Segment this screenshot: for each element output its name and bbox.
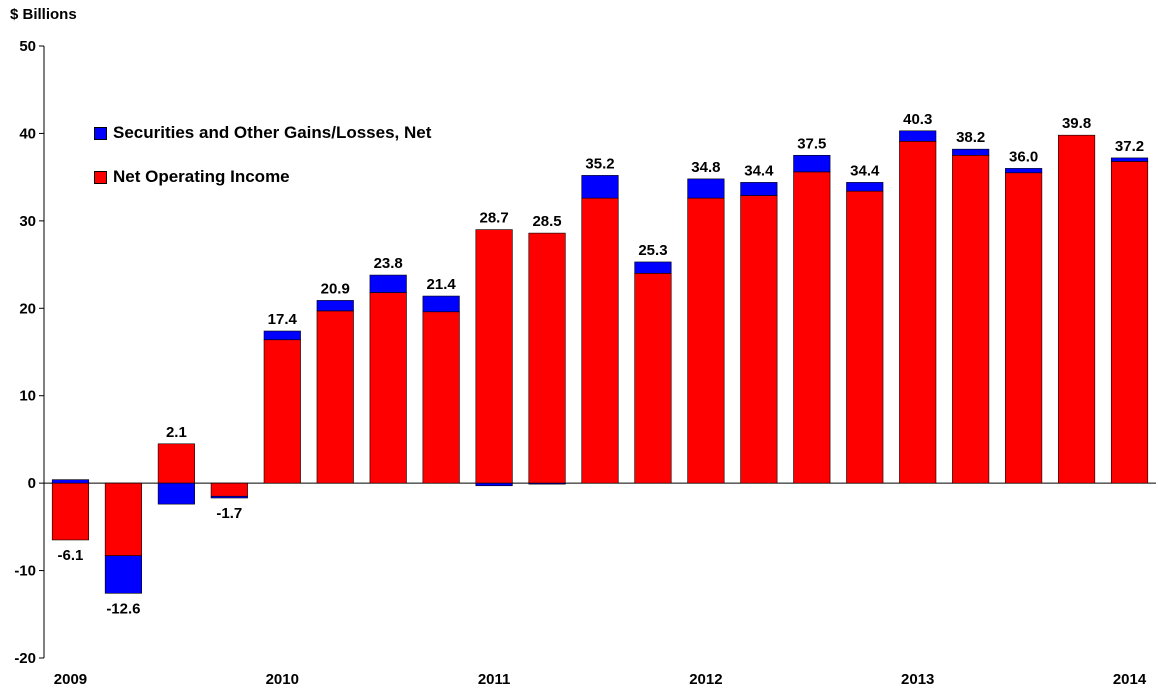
bar-net-operating-income (793, 171, 831, 484)
bar-net-operating-income (899, 140, 937, 484)
bar-securities-gains-losses (634, 261, 672, 274)
bar-securities-gains-losses (157, 482, 195, 505)
bar-securities-gains-losses (51, 479, 90, 484)
data-label-total: 39.8 (1062, 115, 1091, 132)
data-label-total: 25.3 (638, 242, 667, 259)
data-label-total: -6.1 (58, 547, 84, 564)
data-label-total: -1.7 (216, 505, 242, 522)
legend-item-securities: Securities and Other Gains/Losses, Net (94, 123, 431, 143)
data-label-total: 35.2 (585, 155, 614, 172)
data-label-total: 34.4 (744, 162, 774, 179)
bar-net-operating-income (210, 482, 248, 497)
data-label-total: 34.8 (691, 159, 720, 176)
y-tick-label: 10 (19, 388, 36, 405)
data-label-total: 28.5 (532, 213, 561, 230)
bar-securities-gains-losses (1005, 168, 1043, 174)
bar-securities-gains-losses (899, 130, 937, 142)
bar-net-operating-income (952, 154, 990, 484)
y-tick-label: 0 (28, 475, 36, 492)
legend-label-securities: Securities and Other Gains/Losses, Net (113, 123, 432, 142)
bar-net-operating-income (51, 482, 90, 541)
x-tick-label: 2014 (1113, 671, 1147, 688)
bar-net-operating-income (157, 443, 195, 484)
data-label-total: 36.0 (1009, 148, 1038, 165)
bar-net-operating-income (104, 482, 142, 557)
y-tick-label: -20 (14, 650, 36, 667)
data-label-total: 28.7 (479, 210, 508, 227)
bar-securities-gains-losses (369, 274, 407, 293)
legend-swatch-securities (94, 126, 107, 140)
bar-net-operating-income (1005, 172, 1043, 484)
bar-net-operating-income (263, 339, 301, 484)
legend-item-net-operating-income: Net Operating Income (94, 167, 431, 187)
bar-net-operating-income (1058, 134, 1096, 484)
bar-net-operating-income (740, 195, 778, 484)
bar-securities-gains-losses (475, 482, 513, 487)
legend-swatch-net-operating-income (94, 170, 107, 184)
data-label-total: 40.3 (903, 111, 932, 128)
bar-securities-gains-losses (528, 482, 566, 485)
bar-net-operating-income (316, 310, 354, 484)
bar-securities-gains-losses (952, 148, 990, 156)
bar-net-operating-income (687, 197, 725, 484)
bar-net-operating-income (369, 292, 407, 484)
y-tick-label: 40 (19, 125, 36, 142)
x-tick-label: 2011 (478, 671, 511, 688)
y-tick-label: 30 (19, 213, 36, 230)
data-label-total: 2.1 (166, 424, 187, 441)
data-label-total: -12.6 (106, 600, 140, 617)
data-label-total: 37.5 (797, 135, 826, 152)
y-tick-label: -10 (14, 563, 36, 580)
data-label-total: 21.4 (427, 276, 457, 293)
bar-net-operating-income (1110, 161, 1149, 484)
data-label-total: 17.4 (268, 311, 298, 328)
bar-securities-gains-losses (210, 495, 248, 499)
bar-net-operating-income (846, 190, 884, 484)
data-label-total: 34.4 (850, 162, 880, 179)
x-tick-label: 2009 (54, 671, 87, 688)
bar-securities-gains-losses (422, 295, 460, 313)
x-tick-label: 2012 (689, 671, 722, 688)
y-axis-unit-label: $ Billions (10, 6, 77, 23)
data-label-total: 20.9 (321, 280, 350, 297)
bar-net-operating-income (422, 311, 460, 484)
bar-securities-gains-losses (740, 182, 778, 196)
bar-securities-gains-losses (846, 182, 884, 192)
y-tick-label: 50 (19, 38, 36, 55)
bar-securities-gains-losses (793, 154, 831, 173)
bar-net-operating-income (475, 229, 513, 484)
bar-securities-gains-losses (263, 330, 301, 341)
data-label-total: 38.2 (956, 129, 985, 146)
bar-securities-gains-losses (687, 178, 725, 199)
data-label-total: 23.8 (374, 255, 403, 272)
chart-legend: Securities and Other Gains/Losses, Net N… (94, 123, 431, 211)
bar-securities-gains-losses (1110, 157, 1149, 162)
x-tick-label: 2010 (266, 671, 299, 688)
bar-securities-gains-losses (104, 555, 142, 594)
data-label-total: 37.2 (1115, 138, 1144, 155)
bar-net-operating-income (581, 197, 619, 484)
x-tick-label: 2013 (901, 671, 934, 688)
bar-securities-gains-losses (316, 300, 354, 312)
bar-net-operating-income (634, 273, 672, 484)
bar-net-operating-income (528, 232, 566, 484)
bar-securities-gains-losses (581, 175, 619, 199)
y-tick-label: 20 (19, 300, 36, 317)
legend-label-net-operating-income: Net Operating Income (113, 167, 290, 186)
